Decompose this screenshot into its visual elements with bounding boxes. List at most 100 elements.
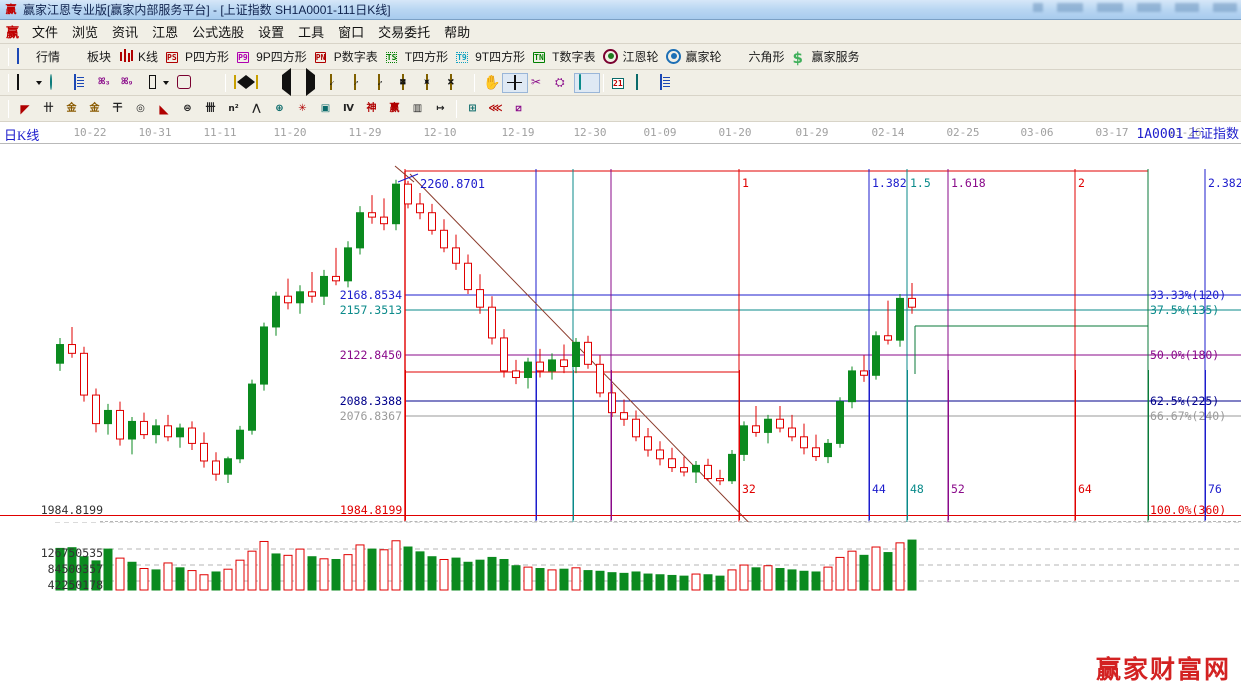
toolbar-button-market[interactable]: 行情 bbox=[13, 47, 64, 66]
volume-bar bbox=[907, 539, 917, 591]
toolbar-button-histogram[interactable] bbox=[197, 74, 221, 92]
toolbar-button-fit[interactable]: ✛ bbox=[444, 73, 470, 92]
volume-bar bbox=[271, 553, 281, 591]
tool-time-grid[interactable]: 干 bbox=[106, 101, 129, 117]
toolbar-button-multiwindow[interactable] bbox=[704, 74, 728, 92]
toolbar-button-prev[interactable] bbox=[278, 67, 302, 96]
toolbar-button-gann-wheel[interactable]: 江恩轮 bbox=[599, 47, 662, 66]
toolbar-button-winner-wheel[interactable]: 赢家轮 bbox=[662, 47, 725, 66]
toolbar-button-scroll-right[interactable]: → bbox=[348, 73, 374, 92]
toolbar-button-crosshair[interactable] bbox=[502, 72, 528, 93]
toolbar-button-p-number-table[interactable]: PN P数字表 bbox=[311, 47, 382, 66]
candle bbox=[152, 419, 160, 444]
tool-fan-lines[interactable]: ⋀ bbox=[245, 101, 268, 117]
tool-circle-grid[interactable]: ⊜ bbox=[176, 101, 199, 117]
date-tick: 12-10 bbox=[423, 126, 457, 139]
toolbar-button-indicator3[interactable]: ꕤ₃ bbox=[94, 75, 117, 91]
toolbar-button-draw[interactable]: ⛭ bbox=[551, 74, 575, 92]
tool-gold-ratio-1[interactable]: 金 bbox=[60, 101, 83, 117]
menu-item-gann[interactable]: 江恩 bbox=[152, 25, 179, 40]
price-plot[interactable]: 2260.87011984.8199调整276.0502点12.21%2168.… bbox=[0, 144, 1241, 522]
candle bbox=[860, 355, 868, 382]
extra-button-1-icon[interactable] bbox=[1137, 3, 1161, 12]
tool-number-table[interactable]: ▥ bbox=[406, 101, 429, 117]
extra-button-2-icon[interactable] bbox=[1175, 3, 1199, 12]
toolbar-button-zoom-out[interactable]: ✦ bbox=[420, 73, 446, 92]
toolbar-button-hand[interactable]: ✋ bbox=[479, 74, 503, 92]
tool-box-target[interactable]: ▣ bbox=[314, 101, 337, 117]
menu-item-browse[interactable]: 浏览 bbox=[72, 25, 99, 40]
toolbar-button-neural[interactable] bbox=[574, 72, 600, 93]
toolbar-button-zoom-h[interactable]: ↔ bbox=[372, 73, 398, 92]
tool-ying[interactable]: 赢 bbox=[383, 101, 406, 117]
toolbar-button-indicator9[interactable]: ꕤ₉ bbox=[117, 75, 140, 91]
window-controls[interactable] bbox=[1033, 3, 1237, 12]
gauge-dropdown-icon[interactable] bbox=[163, 80, 169, 85]
extra-button-3-icon[interactable] bbox=[1213, 3, 1237, 12]
toolbar-button-period[interactable] bbox=[13, 73, 46, 92]
toolbar-button-report[interactable] bbox=[70, 73, 94, 92]
chart-area[interactable]: 日K线 10-22 10-31 11-11 11-20 11-29 12-10 12-19 1… bbox=[0, 122, 1241, 692]
toolbar-button-calendar[interactable]: 21 bbox=[608, 74, 632, 92]
restore-icon[interactable] bbox=[1057, 3, 1083, 12]
toolbar-button-last[interactable] bbox=[254, 74, 278, 92]
tool-spiral[interactable]: ◎ bbox=[129, 101, 152, 117]
candle bbox=[320, 269, 328, 305]
menu-item-window[interactable]: 窗口 bbox=[338, 25, 365, 40]
toolbar-button-hexagon[interactable]: 六角形 bbox=[726, 47, 789, 66]
tool-grid-lines[interactable]: 卄 bbox=[37, 101, 60, 117]
period-dropdown-icon[interactable] bbox=[36, 80, 42, 85]
toolbar-button-p-square[interactable]: PS P四方形 bbox=[162, 47, 233, 66]
toolbar-button-winner-service[interactable]: $ 赢家服务 bbox=[789, 47, 864, 67]
toolbar-button-zoom-in[interactable]: ✥ bbox=[396, 73, 422, 92]
menu-item-tools[interactable]: 工具 bbox=[298, 25, 325, 40]
toolbar-button-next[interactable] bbox=[302, 67, 326, 96]
toolbar-button-kline[interactable]: K线 bbox=[115, 47, 162, 66]
toolbar-button-9t-square[interactable]: T9 9T四方形 bbox=[452, 47, 529, 66]
minimize-icon[interactable] bbox=[1033, 3, 1043, 12]
tool-square-n2[interactable]: n² bbox=[222, 101, 245, 117]
time-vertical-line-lower bbox=[907, 370, 908, 520]
tool-gann-fan[interactable]: ◤ bbox=[13, 100, 37, 118]
menu-item-news[interactable]: 资讯 bbox=[112, 25, 139, 40]
menu-item-settings[interactable]: 设置 bbox=[258, 25, 285, 40]
formula-icon bbox=[177, 74, 193, 91]
toolbar-button-9p-square[interactable]: P9 9P四方形 bbox=[233, 47, 311, 66]
toolbar-button-gauge[interactable] bbox=[140, 74, 173, 92]
ying-icon: 赢 bbox=[389, 102, 400, 114]
tool-arrow-span[interactable]: ↦ bbox=[429, 101, 452, 117]
toolbar-button-t-square[interactable]: TS T四方形 bbox=[382, 47, 452, 66]
tool-shen[interactable]: 神 bbox=[360, 101, 383, 117]
close-icon[interactable] bbox=[1097, 3, 1123, 12]
toolbar-label: 9T四方形 bbox=[475, 50, 526, 64]
tool-channel[interactable]: Ⅳ bbox=[337, 101, 360, 117]
tool-angle[interactable]: ◣ bbox=[152, 100, 176, 118]
watermark-logo: 赢家财富网 bbox=[1095, 655, 1231, 684]
menu-item-help[interactable]: 帮助 bbox=[444, 25, 471, 40]
time-bars-label: 64 bbox=[1078, 482, 1092, 496]
toolbar-label: 9P四方形 bbox=[256, 50, 307, 64]
volume-pane[interactable]: 126750535 84500357 42250178 赢家财富网 bbox=[0, 522, 1241, 692]
tool-ladder[interactable]: 卌 bbox=[199, 101, 222, 117]
toolbar-button-t-number-table[interactable]: TN T数字表 bbox=[529, 47, 599, 66]
menu-item-trade[interactable]: 交易委托 bbox=[378, 25, 431, 40]
toolbar-button-calculator[interactable] bbox=[632, 73, 656, 92]
candle bbox=[368, 195, 376, 224]
tool-purple-fan[interactable]: ⧄ bbox=[507, 101, 530, 117]
menu-item-formula-stock-pick[interactable]: 公式选股 bbox=[192, 25, 245, 40]
toolbar-button-overlay[interactable] bbox=[46, 73, 70, 92]
tool-gold-ratio-2[interactable]: 金 bbox=[83, 101, 106, 117]
toolbar-button-notes[interactable] bbox=[656, 73, 680, 92]
tool-star-target[interactable]: ✳ bbox=[291, 101, 314, 117]
tool-red-fan[interactable]: ⋘ bbox=[484, 101, 507, 117]
toolbar-button-formula[interactable] bbox=[173, 74, 197, 92]
tool-window-split[interactable]: ⊞ bbox=[461, 101, 484, 117]
t9-box-icon: T9 bbox=[456, 51, 468, 63]
tool-target[interactable]: ⊕ bbox=[268, 101, 291, 117]
toolbar-button-save[interactable] bbox=[680, 74, 704, 92]
menu-item-file[interactable]: 文件 bbox=[32, 25, 59, 40]
candle bbox=[620, 399, 628, 426]
toolbar-button-sector[interactable]: 板块 bbox=[64, 47, 115, 66]
toolbar-button-scroll-left[interactable]: ← bbox=[324, 73, 350, 92]
toolbar-button-measure[interactable]: ✂ bbox=[527, 74, 551, 92]
